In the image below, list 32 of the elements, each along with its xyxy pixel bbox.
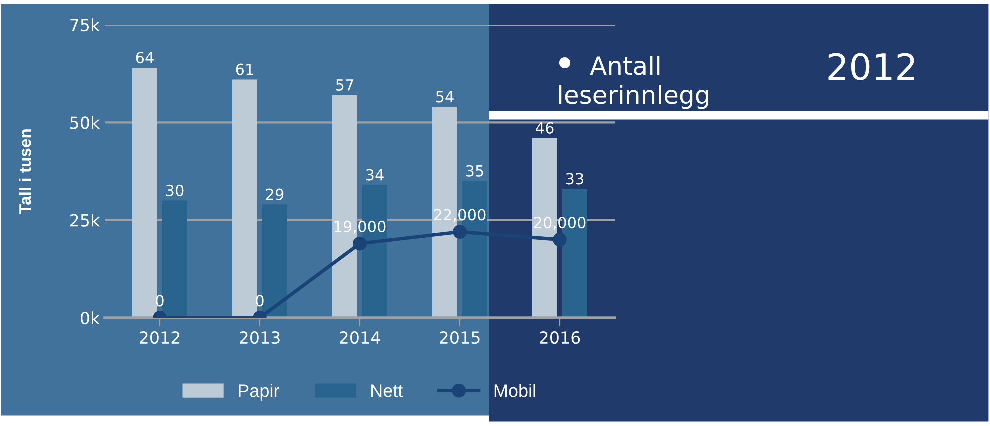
point	[453, 225, 467, 239]
data-label: 54	[436, 91, 454, 103]
data-label: 46	[536, 122, 554, 134]
data-label: 57	[336, 80, 354, 91]
data-label: 64	[136, 52, 154, 64]
bar	[262, 204, 288, 318]
legend-label: Mobil	[494, 384, 536, 398]
x-tick-label: 2016	[540, 331, 580, 344]
annotation: Antall leserinnlegg	[559, 56, 708, 110]
bar	[162, 200, 188, 318]
data-label: 61	[236, 64, 254, 76]
legend-label: Papir	[239, 384, 280, 401]
data-label: 35	[466, 165, 484, 177]
data-label: 33	[566, 173, 584, 185]
x-tick-label: 2014	[340, 331, 380, 344]
point	[353, 236, 367, 251]
x-tick-label: 2012	[140, 331, 180, 344]
data-label: 30	[166, 184, 184, 196]
y-tick-label: 0k	[80, 312, 100, 325]
data-label: 34	[366, 169, 384, 181]
y-tick-label: 75k	[70, 18, 100, 32]
text: 2012	[828, 53, 914, 81]
legend-label: Nett	[372, 384, 404, 398]
x-tick-label: 2015	[440, 331, 480, 344]
y-tick-label: 50k	[70, 116, 100, 130]
x-tick-label: 2013	[240, 331, 280, 344]
bar	[132, 68, 158, 318]
bar	[232, 80, 258, 318]
y-tick-label: 25k	[70, 214, 100, 227]
data-label: 29	[266, 188, 284, 200]
y-axis-title: Tall i tusen	[19, 130, 32, 214]
point	[553, 232, 567, 247]
